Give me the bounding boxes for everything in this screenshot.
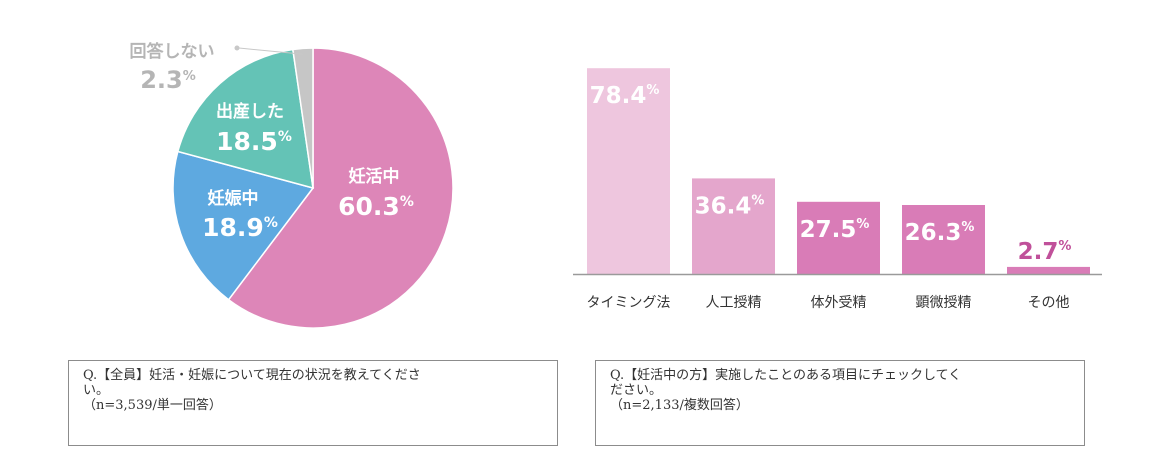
left-caption-line-1: Q.【全員】妊活・妊娠について現在の状況を教えてくださ [83, 368, 421, 383]
bar-value-label: 26.3% [905, 220, 975, 246]
bar [797, 201, 880, 274]
left-caption-line-2: い。 [83, 383, 110, 398]
pie-slice-label: 妊娠中 [208, 188, 259, 209]
pie-slice [227, 47, 454, 329]
bar-category-label: 人工授精 [706, 295, 762, 311]
bar [587, 68, 670, 274]
pie-leader-dot [234, 45, 240, 51]
bar [902, 205, 985, 274]
bar-unit: % [1058, 239, 1071, 254]
pie-slice-label: 妊活中 [349, 166, 400, 187]
right-question-caption: Q.【妊活中の方】実施したことのある項目にチェックしてく ださい。 （n=2,1… [595, 360, 1085, 446]
bar-category-label: 体外受精 [811, 295, 867, 311]
pie-unit: % [264, 215, 278, 231]
left-question-caption: Q.【全員】妊活・妊娠について現在の状況を教えてくださ い。 （n=3,539/… [68, 360, 558, 446]
bar-category-label: 顕微授精 [916, 295, 972, 311]
bar-unit: % [856, 217, 869, 232]
pie-slice-label: 回答しない [130, 41, 215, 62]
pie-slice-value: 2.3% [140, 66, 196, 94]
bar [692, 178, 775, 274]
bar [1007, 266, 1090, 274]
bar-unit: % [646, 83, 659, 98]
right-caption-line-3: （n=2,133/複数回答） [610, 398, 749, 413]
bar-category-label: タイミング法 [587, 295, 671, 311]
right-caption-line-1: Q.【妊活中の方】実施したことのある項目にチェックしてく [610, 368, 962, 383]
bar-unit: % [961, 220, 974, 235]
pie-slice [291, 47, 314, 189]
bar-category-label: その他 [1028, 295, 1070, 311]
left-caption-line-3: （n=3,539/単一回答） [83, 398, 222, 413]
pie-slice [172, 150, 315, 301]
pie-unit: % [400, 194, 414, 210]
pie-leader-line [238, 47, 304, 55]
pie-slice-label: 出産した [216, 101, 284, 122]
pie-unit: % [278, 129, 292, 145]
bar-unit: % [751, 193, 764, 208]
right-caption-line-2: ださい。 [610, 383, 663, 398]
bar-chart: 78.4%タイミング法36.4%人工授精27.5%体外受精26.3%顕微授精2.… [573, 68, 1102, 311]
bar-value-label: 2.7% [1018, 239, 1072, 265]
pie-unit: % [183, 69, 196, 84]
